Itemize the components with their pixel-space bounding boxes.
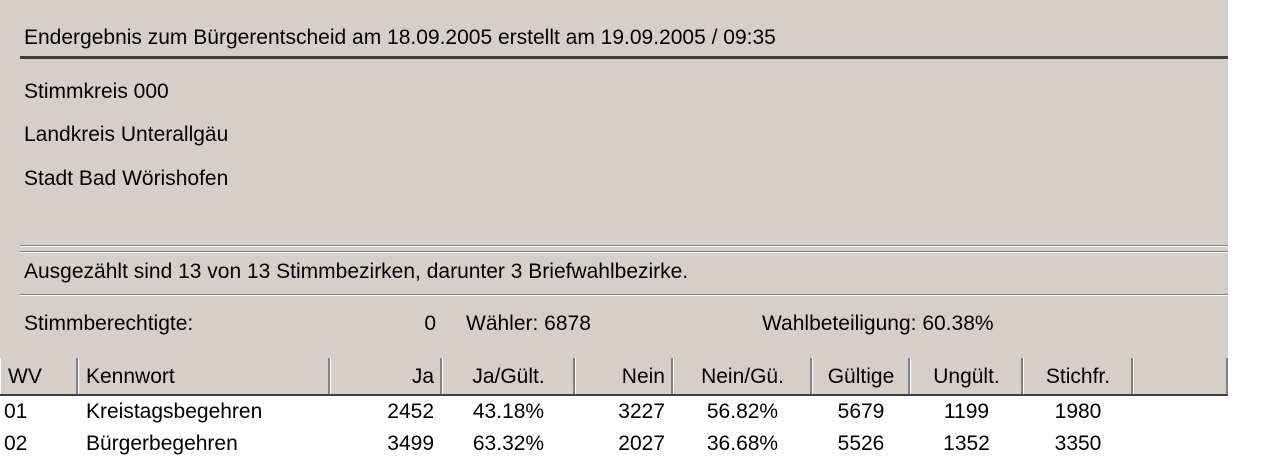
panel [0,0,1228,396]
table-cell: 3350 [1054,432,1102,455]
column-header[interactable]: Ungült. [933,365,1000,388]
table-cell: 56.82% [706,400,779,423]
column-header[interactable]: Gültige [827,365,895,388]
region-line: Stimmkreis 000 [24,80,169,103]
table-cell: 01 [4,400,28,423]
column-header[interactable]: Kennwort [86,365,175,388]
turnout: Wahlbeteiligung: 60.38% [762,312,994,335]
column-header-frame [1023,358,1133,394]
status: Ausgezählt sind 13 von 13 Stimmbezirken,… [24,260,689,283]
eligible-label: Stimmberechtigte: [24,312,194,335]
column-header-frame [0,358,78,394]
column-header-frame [673,358,812,394]
column-header-frame [78,358,330,394]
column-header[interactable]: Nein [621,365,665,388]
column-header[interactable]: Nein/Gü. [701,365,784,388]
table-cell: 3227 [618,400,665,423]
table-cell: 63.32% [472,432,545,455]
table-cell: 5526 [837,432,885,455]
divider [20,56,1228,59]
eligible-value: 0 [424,312,436,335]
table-cell: Kreistagsbegehren [86,400,263,423]
table-header-border [0,394,1228,396]
column-header[interactable]: Stichfr. [1045,365,1111,388]
column-header-frame [812,358,910,394]
region-line: Stadt Bad Wörishofen [24,167,229,190]
column-header-frame [330,358,442,394]
column-header[interactable]: Ja [411,365,434,388]
table-cell: 5679 [837,400,885,423]
table-cell: 36.68% [706,432,779,455]
table-cell: 1980 [1054,400,1102,423]
table-cell: 3499 [387,432,434,455]
table-cell: 02 [4,432,28,455]
column-header[interactable]: Ja/Gült. [472,365,545,388]
table-cell: 1199 [943,400,990,423]
divider [20,251,1228,253]
table-cell: 2452 [387,400,434,423]
divider [20,245,1228,247]
title: Endergebnis zum Bürgerentscheid am 18.09… [24,26,776,49]
column-header-frame [442,358,575,394]
column-header-frame [1133,358,1228,394]
voters: Wähler: 6878 [466,312,591,335]
region-line: Landkreis Unterallgäu [24,123,229,146]
column-header-frame [575,358,673,394]
column-header[interactable]: WV [8,365,42,388]
table-cell: 2027 [618,432,665,455]
table-cell: Bürgerbegehren [86,432,238,455]
table-cell: 1352 [943,432,990,455]
column-header-frame [910,358,1023,394]
divider [20,294,1228,296]
table-cell: 43.18% [472,400,545,423]
